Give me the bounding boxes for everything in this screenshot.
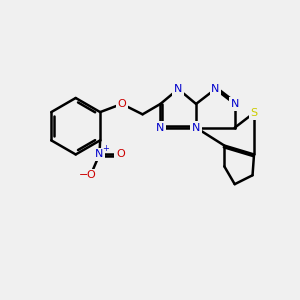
Text: N: N	[192, 123, 200, 133]
Text: O: O	[117, 99, 126, 109]
Text: O: O	[86, 170, 95, 180]
Text: O: O	[116, 149, 125, 160]
Text: −: −	[78, 170, 88, 180]
Text: N: N	[95, 149, 104, 160]
Text: N: N	[230, 99, 239, 109]
Text: S: S	[250, 108, 258, 118]
Text: N: N	[174, 84, 182, 94]
Text: N: N	[211, 84, 220, 94]
Text: +: +	[103, 144, 110, 153]
Text: N: N	[156, 123, 165, 133]
